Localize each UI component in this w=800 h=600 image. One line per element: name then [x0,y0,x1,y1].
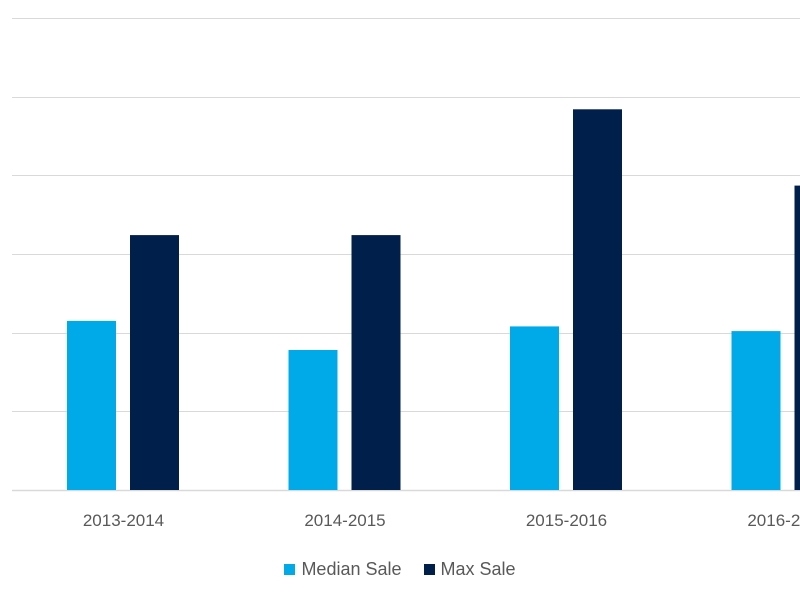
bar-median-sale-2016-2017[interactable] [731,331,781,490]
legend-swatch-median-sale [284,563,296,575]
legend-label-max-sale: Max Sale [440,558,516,579]
bar-max-sale-2014-2015[interactable] [351,235,401,490]
legend-item-median-sale[interactable]: Median Sale [284,558,402,580]
x-tick-label: 2013-2014 [83,511,164,530]
bar-median-sale-2015-2016[interactable] [510,326,559,490]
legend: Median Sale Max Sale [0,556,800,582]
bar-median-sale-2014-2015[interactable] [288,350,338,490]
bar-max-sale-2015-2016[interactable] [573,109,622,491]
bar-max-sale-2016-2017[interactable] [794,185,800,490]
legend-label-median-sale: Median Sale [301,558,402,579]
x-tick-label: 2015-2016 [526,511,607,530]
x-tick-label: 2014-2015 [304,511,385,530]
x-tick-label: 2016-2017 [747,511,800,530]
bars [67,109,800,491]
legend-swatch-max-sale [423,563,435,575]
x-axis-tick-labels: 2013-2014 2014-2015 2015-2016 2016-2017 [83,511,800,530]
bar-median-sale-2013-2014[interactable] [67,320,116,490]
bar-max-sale-2013-2014[interactable] [130,235,179,490]
legend-item-max-sale[interactable]: Max Sale [423,558,516,580]
